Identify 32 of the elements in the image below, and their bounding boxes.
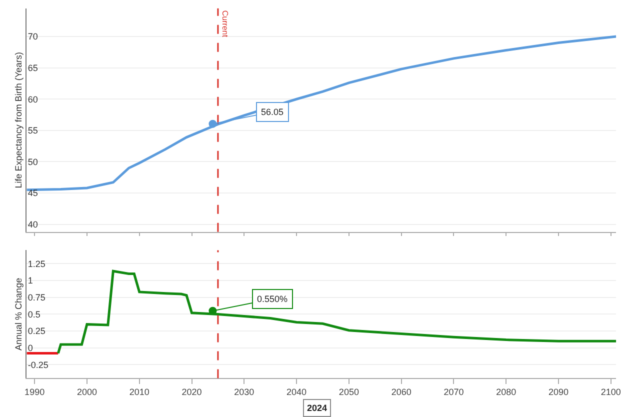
- y-tick-label: 0.75: [28, 292, 46, 303]
- y-tick-label: 70: [28, 32, 38, 42]
- y-tick-label: 0: [28, 343, 33, 354]
- x-tick-label: 2070: [444, 387, 464, 398]
- y-tick-label: 55: [28, 126, 38, 136]
- y-tick-label: 0.25: [28, 326, 46, 336]
- y-tick-label: 40: [28, 219, 38, 230]
- x-tick-label: 2050: [338, 387, 359, 398]
- y-axis-title: Annual % Change: [13, 278, 24, 350]
- x-tick-label: 2060: [391, 387, 412, 398]
- annotation: 0.550%: [257, 294, 288, 304]
- x-tick-label: 2020: [182, 387, 202, 398]
- y-tick-label: 1: [28, 276, 33, 286]
- x-tick-label: 2090: [548, 387, 569, 398]
- x-tick-label: 2080: [496, 387, 516, 398]
- x-tick-label: 2040: [286, 387, 307, 398]
- annotation: 56.05: [261, 107, 284, 117]
- ref-line-label: Current: [220, 10, 230, 38]
- x-tick-label: 2010: [129, 387, 150, 398]
- y-tick-label: 0.5: [28, 309, 40, 320]
- y-tick-label: 60: [28, 94, 38, 104]
- y-tick-label: -0.25: [28, 360, 48, 370]
- text: 2024: [307, 403, 328, 413]
- y-tick-label: 45: [28, 188, 38, 198]
- x-tick-label: 2000: [76, 387, 97, 398]
- y-tick-label: 65: [28, 62, 38, 73]
- x-tick-label: 2100: [600, 387, 621, 398]
- x-tick-label: 1990: [24, 387, 45, 398]
- y-tick-label: 50: [28, 156, 38, 167]
- x-tick-label: 2030: [234, 387, 254, 398]
- y-axis-title: Life Expectancy from Birth (Years): [13, 52, 24, 188]
- y-tick-label: 1.25: [28, 258, 46, 269]
